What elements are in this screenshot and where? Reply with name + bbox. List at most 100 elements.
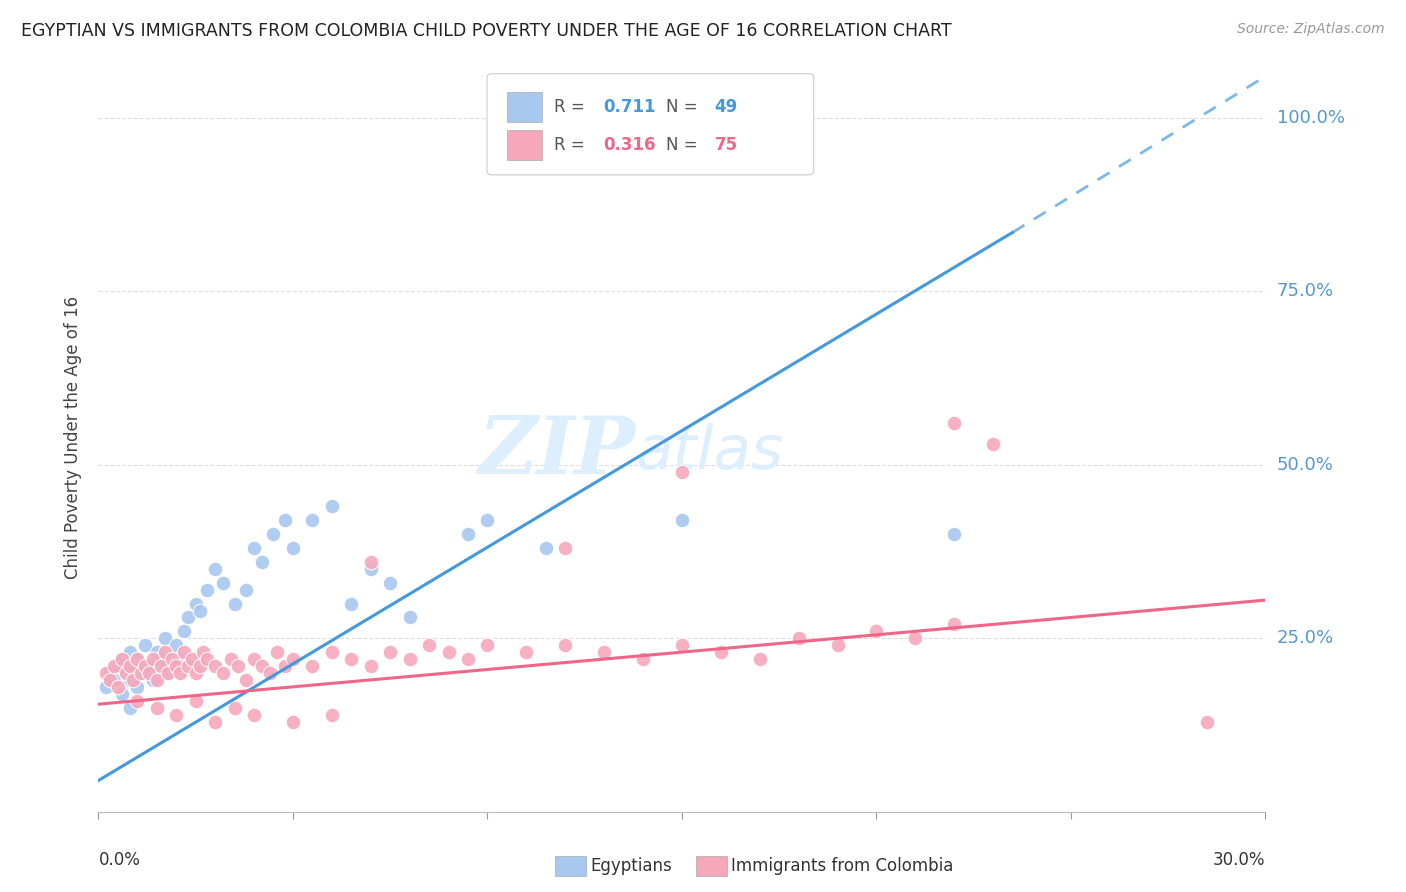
Text: N =: N = — [665, 98, 703, 116]
Point — [212, 575, 235, 590]
Point — [118, 659, 141, 673]
Point — [157, 665, 180, 680]
Point — [173, 624, 195, 639]
Point — [243, 707, 266, 722]
Point — [114, 665, 136, 680]
Point — [321, 500, 343, 514]
Text: R =: R = — [554, 136, 589, 153]
Point — [671, 465, 693, 479]
Text: 100.0%: 100.0% — [1277, 109, 1344, 127]
Point — [142, 652, 165, 666]
Point — [118, 673, 141, 687]
Text: atlas: atlas — [636, 423, 783, 482]
Point — [360, 659, 382, 673]
Point — [943, 617, 966, 632]
Point — [710, 645, 733, 659]
Point — [98, 665, 121, 680]
Point — [534, 541, 557, 555]
Point — [398, 652, 420, 666]
Text: Immigrants from Colombia: Immigrants from Colombia — [731, 857, 953, 875]
Point — [103, 673, 125, 687]
Point — [180, 652, 202, 666]
Point — [103, 659, 125, 673]
Point — [204, 714, 226, 729]
Point — [111, 687, 134, 701]
Point — [204, 659, 226, 673]
Point — [177, 659, 200, 673]
Text: 0.711: 0.711 — [603, 98, 657, 116]
Point — [165, 638, 187, 652]
Point — [235, 582, 257, 597]
Point — [153, 632, 176, 646]
Text: Source: ZipAtlas.com: Source: ZipAtlas.com — [1237, 22, 1385, 37]
Point — [134, 659, 156, 673]
Point — [111, 652, 134, 666]
Point — [127, 680, 149, 694]
Point — [111, 652, 134, 666]
Point — [129, 665, 152, 680]
Point — [250, 555, 273, 569]
Point — [224, 700, 246, 714]
Point — [281, 541, 304, 555]
Point — [118, 645, 141, 659]
Point — [593, 645, 616, 659]
Point — [457, 527, 479, 541]
Point — [321, 645, 343, 659]
Point — [865, 624, 887, 639]
Point — [235, 673, 257, 687]
Point — [114, 665, 136, 680]
Point — [146, 700, 169, 714]
Text: 75: 75 — [714, 136, 738, 153]
Point — [165, 707, 187, 722]
Point — [360, 555, 382, 569]
Point — [243, 541, 266, 555]
Point — [157, 665, 180, 680]
Point — [127, 652, 149, 666]
Point — [219, 652, 242, 666]
Point — [515, 645, 537, 659]
Point — [631, 652, 654, 666]
Point — [787, 632, 810, 646]
Point — [96, 665, 118, 680]
Point — [546, 125, 568, 139]
Point — [184, 597, 207, 611]
Point — [437, 645, 460, 659]
Text: 75.0%: 75.0% — [1277, 283, 1334, 301]
Point — [138, 665, 160, 680]
Point — [149, 652, 172, 666]
Point — [184, 665, 207, 680]
Point — [827, 638, 849, 652]
Point — [301, 513, 323, 527]
Point — [943, 527, 966, 541]
Text: R =: R = — [554, 98, 589, 116]
Point — [321, 707, 343, 722]
Text: 0.0%: 0.0% — [98, 851, 141, 869]
Point — [173, 645, 195, 659]
Point — [748, 652, 770, 666]
Point — [127, 652, 149, 666]
Point — [671, 638, 693, 652]
Point — [274, 659, 297, 673]
Point — [188, 603, 211, 617]
Text: 50.0%: 50.0% — [1277, 456, 1333, 474]
Point — [477, 638, 499, 652]
Point — [360, 562, 382, 576]
Point — [380, 575, 402, 590]
Point — [477, 513, 499, 527]
Point — [274, 513, 297, 527]
Point — [554, 541, 576, 555]
Point — [107, 659, 129, 673]
Point — [195, 582, 218, 597]
Text: 30.0%: 30.0% — [1213, 851, 1265, 869]
Point — [301, 659, 323, 673]
Point — [165, 659, 187, 673]
Point — [212, 665, 235, 680]
Point — [188, 659, 211, 673]
Point — [250, 659, 273, 673]
Point — [184, 694, 207, 708]
Point — [981, 437, 1004, 451]
Point — [169, 652, 191, 666]
Point — [671, 513, 693, 527]
Point — [122, 659, 145, 673]
Point — [146, 645, 169, 659]
